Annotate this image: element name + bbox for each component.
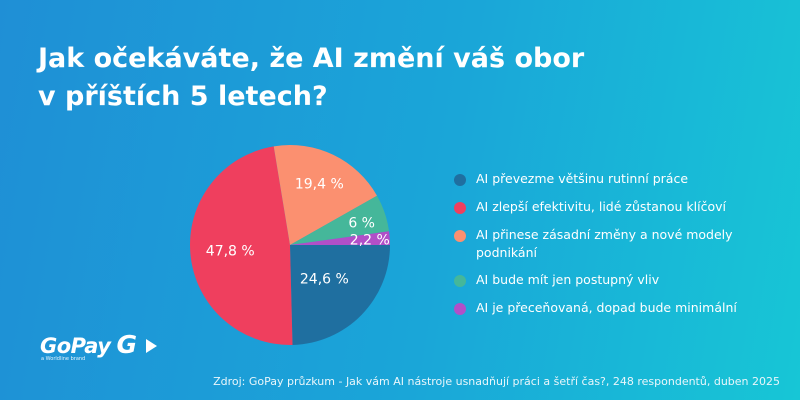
legend-item: AI přinese zásadní změny a nové modely p… (448, 226, 776, 262)
pie-slice (290, 245, 390, 345)
pie-slice-label: 6 % (348, 216, 375, 232)
legend-swatch (454, 230, 466, 242)
logo-wordmark: GoPay (40, 334, 111, 358)
legend-label: AI přinese zásadní změny a nové modely p… (476, 227, 733, 260)
legend-swatch (454, 174, 466, 186)
legend-item: AI převezme většinu rutinní práce (448, 170, 776, 188)
legend-item: AI zlepší efektivitu, lidé zůstanou klíč… (448, 198, 776, 216)
pie-slice (273, 145, 378, 245)
pie-slice (290, 231, 390, 245)
gopay-logo: GoPay G a Worldline brand (40, 330, 157, 362)
legend-label: AI bude mít jen postupný vliv (476, 272, 660, 287)
source-note: Zdroj: GoPay průzkum - Jak vám AI nástro… (213, 375, 780, 388)
chart-title-line-2: v příštích 5 letech? (38, 81, 328, 112)
pie-slice-label: 19,4 % (295, 177, 344, 193)
legend-label: AI převezme většinu rutinní práce (476, 171, 689, 186)
pie-slice (290, 195, 390, 245)
legend-label: AI je přeceňovaná, dopad bude minimální (476, 300, 737, 315)
logo-tagline: a Worldline brand (41, 356, 86, 362)
pie-slice-label: 24,6 % (300, 272, 349, 288)
legend-swatch (454, 303, 466, 315)
chart-title: Jak očekáváte, že AI změní váš obor v př… (38, 40, 678, 116)
legend-swatch (454, 202, 466, 214)
pie-slice (190, 146, 293, 345)
legend-label: AI zlepší efektivitu, lidé zůstanou klíč… (476, 199, 727, 214)
play-arrow-icon (146, 339, 157, 353)
legend-item: AI je přeceňovaná, dopad bude minimální (448, 299, 776, 317)
pie-slice-label: 47,8 % (206, 244, 255, 260)
logo-mark: G (116, 330, 137, 359)
pie-slice-label: 2,2 % (350, 232, 390, 248)
chart-title-line-1: Jak očekáváte, že AI změní váš obor (38, 43, 585, 74)
legend-swatch (454, 275, 466, 287)
pie-chart: 24,6 % 47,8 % 19,4 % 6 %2,2 % (190, 145, 390, 345)
legend-item: AI bude mít jen postupný vliv (448, 271, 776, 289)
